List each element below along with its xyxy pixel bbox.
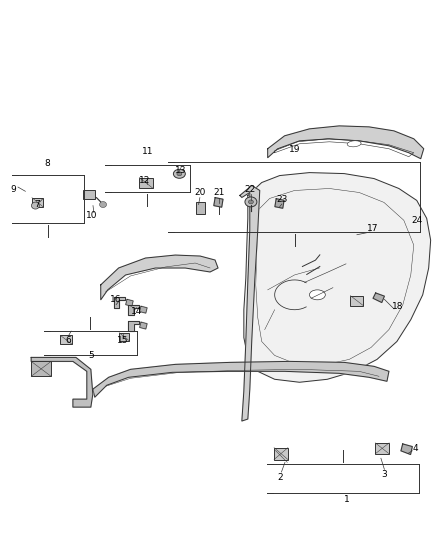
- FancyBboxPatch shape: [60, 335, 72, 344]
- Polygon shape: [243, 173, 430, 382]
- Polygon shape: [101, 255, 218, 300]
- Polygon shape: [114, 297, 124, 308]
- Text: 17: 17: [367, 224, 378, 233]
- FancyBboxPatch shape: [273, 448, 287, 459]
- Text: 1: 1: [344, 495, 350, 504]
- Text: 24: 24: [410, 216, 421, 225]
- Text: 23: 23: [276, 195, 287, 204]
- FancyBboxPatch shape: [31, 361, 51, 376]
- FancyBboxPatch shape: [350, 296, 363, 305]
- Polygon shape: [400, 444, 411, 455]
- Text: 3: 3: [381, 470, 386, 479]
- Ellipse shape: [309, 290, 325, 300]
- Polygon shape: [127, 320, 138, 331]
- Text: 22: 22: [244, 185, 255, 194]
- Ellipse shape: [32, 202, 39, 209]
- Ellipse shape: [248, 200, 253, 204]
- Text: 9: 9: [11, 185, 17, 194]
- Ellipse shape: [173, 169, 185, 178]
- Text: 4: 4: [412, 443, 418, 453]
- FancyBboxPatch shape: [139, 177, 153, 189]
- Text: 18: 18: [391, 302, 403, 311]
- Text: 10: 10: [86, 211, 97, 220]
- FancyBboxPatch shape: [119, 333, 129, 341]
- Text: 21: 21: [213, 188, 225, 197]
- Polygon shape: [139, 306, 147, 313]
- Polygon shape: [127, 305, 138, 315]
- FancyBboxPatch shape: [374, 443, 388, 454]
- Text: 20: 20: [194, 188, 205, 197]
- Polygon shape: [267, 126, 423, 159]
- Text: 14: 14: [131, 307, 142, 316]
- Text: 11: 11: [141, 147, 153, 156]
- Polygon shape: [139, 322, 147, 329]
- Text: 13: 13: [175, 166, 187, 175]
- Polygon shape: [31, 358, 92, 407]
- Polygon shape: [274, 199, 283, 208]
- Ellipse shape: [244, 197, 256, 207]
- Polygon shape: [239, 185, 259, 421]
- Text: 5: 5: [88, 351, 93, 360]
- Text: 12: 12: [138, 176, 150, 185]
- Text: 15: 15: [117, 336, 128, 345]
- Ellipse shape: [177, 172, 181, 176]
- Polygon shape: [372, 293, 384, 303]
- Text: 8: 8: [44, 159, 50, 168]
- Ellipse shape: [346, 141, 360, 147]
- FancyBboxPatch shape: [195, 202, 205, 214]
- Text: 16: 16: [110, 295, 122, 304]
- Text: 2: 2: [276, 473, 282, 482]
- Polygon shape: [92, 361, 388, 397]
- FancyBboxPatch shape: [83, 190, 95, 199]
- Text: 6: 6: [65, 336, 71, 345]
- Text: 7: 7: [34, 200, 40, 209]
- Polygon shape: [213, 198, 223, 207]
- Polygon shape: [125, 300, 133, 306]
- FancyBboxPatch shape: [32, 198, 43, 207]
- Text: 19: 19: [288, 146, 300, 155]
- Ellipse shape: [99, 201, 106, 207]
